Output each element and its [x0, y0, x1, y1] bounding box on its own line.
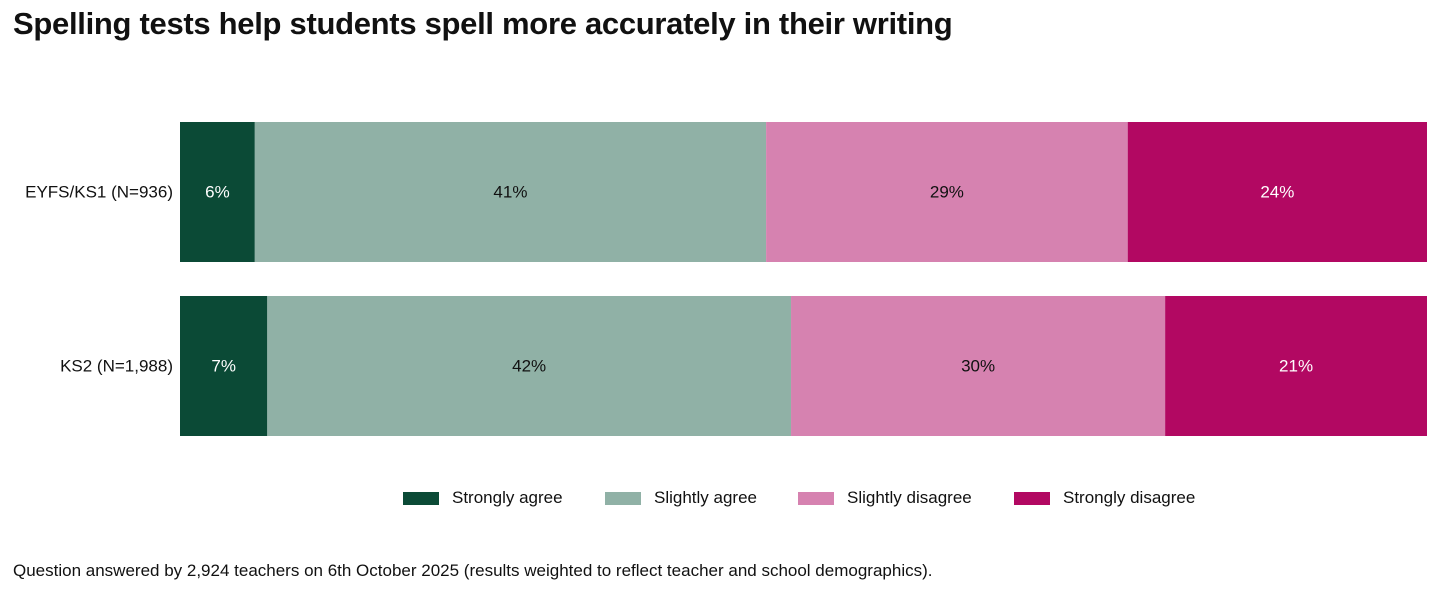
data-label-strongly-agree-ks2-n-1-988: 7% [211, 357, 236, 376]
legend-swatch-slightly-disagree [798, 491, 834, 505]
bar-strongly-disagree-eyfs-ks1-n-936 [1127, 122, 1427, 262]
chart-title: Spelling tests help students spell more … [13, 6, 953, 41]
data-label-strongly-disagree-eyfs-ks1-n-936: 24% [1260, 183, 1294, 202]
bar-slightly-disagree-eyfs-ks1-n-936 [766, 122, 1128, 262]
data-label-slightly-disagree-eyfs-ks1-n-936: 29% [930, 183, 964, 202]
data-label-slightly-agree-eyfs-ks1-n-936: 41% [493, 183, 527, 202]
legend-label-strongly-disagree: Strongly disagree [1063, 488, 1196, 507]
bar-slightly-agree-ks2-n-1-988 [267, 296, 792, 436]
legend-item-slightly-agree: Slightly agree [605, 487, 757, 509]
legend-label-strongly-agree: Strongly agree [452, 488, 563, 507]
category-label-ks2-n-1-988: KS2 (N=1,988) [60, 357, 173, 376]
legend-item-strongly-agree: Strongly agree [403, 487, 563, 509]
bar-strongly-agree-eyfs-ks1-n-936 [180, 122, 255, 262]
legend-item-strongly-disagree: Strongly disagree [1014, 487, 1195, 509]
footnote: Question answered by 2,924 teachers on 6… [13, 561, 933, 580]
bar-strongly-agree-ks2-n-1-988 [180, 296, 268, 436]
bar-slightly-agree-eyfs-ks1-n-936 [254, 122, 767, 262]
bar-slightly-disagree-ks2-n-1-988 [791, 296, 1166, 436]
data-label-slightly-disagree-ks2-n-1-988: 30% [961, 357, 995, 376]
data-label-strongly-disagree-ks2-n-1-988: 21% [1279, 357, 1313, 376]
legend-swatch-strongly-disagree [1014, 491, 1050, 505]
data-label-strongly-agree-eyfs-ks1-n-936: 6% [205, 183, 230, 202]
legend-item-slightly-disagree: Slightly disagree [798, 487, 972, 509]
legend-swatch-slightly-agree [605, 491, 641, 505]
legend-label-slightly-agree: Slightly agree [654, 488, 758, 507]
category-label-eyfs-ks1-n-936: EYFS/KS1 (N=936) [25, 183, 173, 202]
bar-strongly-disagree-ks2-n-1-988 [1165, 296, 1427, 436]
legend-swatch-strongly-agree [403, 491, 439, 505]
data-label-slightly-agree-ks2-n-1-988: 42% [512, 357, 546, 376]
legend-label-slightly-disagree: Slightly disagree [847, 488, 972, 507]
chart-legend: Strongly agree Slightly agree Slightly dis… [0, 487, 1440, 509]
